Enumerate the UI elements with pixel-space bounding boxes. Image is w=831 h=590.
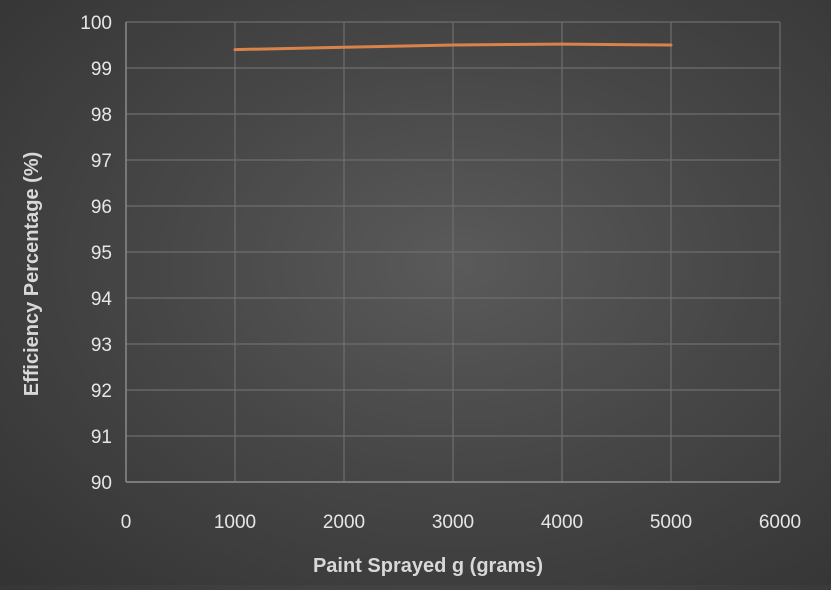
y-tick-label: 91 [91,427,112,448]
y-tick-label: 90 [91,473,112,494]
x-tick-label: 5000 [650,512,692,533]
y-tick-label: 97 [91,151,112,172]
y-tick-label: 95 [91,243,112,264]
y-tick-label: 98 [91,105,112,126]
x-tick-label: 4000 [541,512,583,533]
y-tick-label: 96 [91,197,112,218]
y-axis-title: Efficiency Percentage (%) [21,152,43,397]
series-layer [233,42,673,52]
y-tick-label: 100 [80,13,112,34]
y-tick-label: 92 [91,381,112,402]
axis-layer [125,22,780,483]
x-tick-label: 3000 [432,512,474,533]
x-tick-label: 2000 [323,512,365,533]
x-axis-title: Paint Sprayed g (grams) [313,555,543,577]
grid-layer [126,21,781,483]
x-tick-label: 6000 [759,512,801,533]
y-tick-label: 94 [91,289,113,310]
y-tick-label: 93 [91,335,112,356]
x-tick-label: 0 [121,512,132,533]
y-tick-label: 99 [91,59,112,80]
series-line [233,42,673,52]
x-tick-label: 1000 [214,512,256,533]
